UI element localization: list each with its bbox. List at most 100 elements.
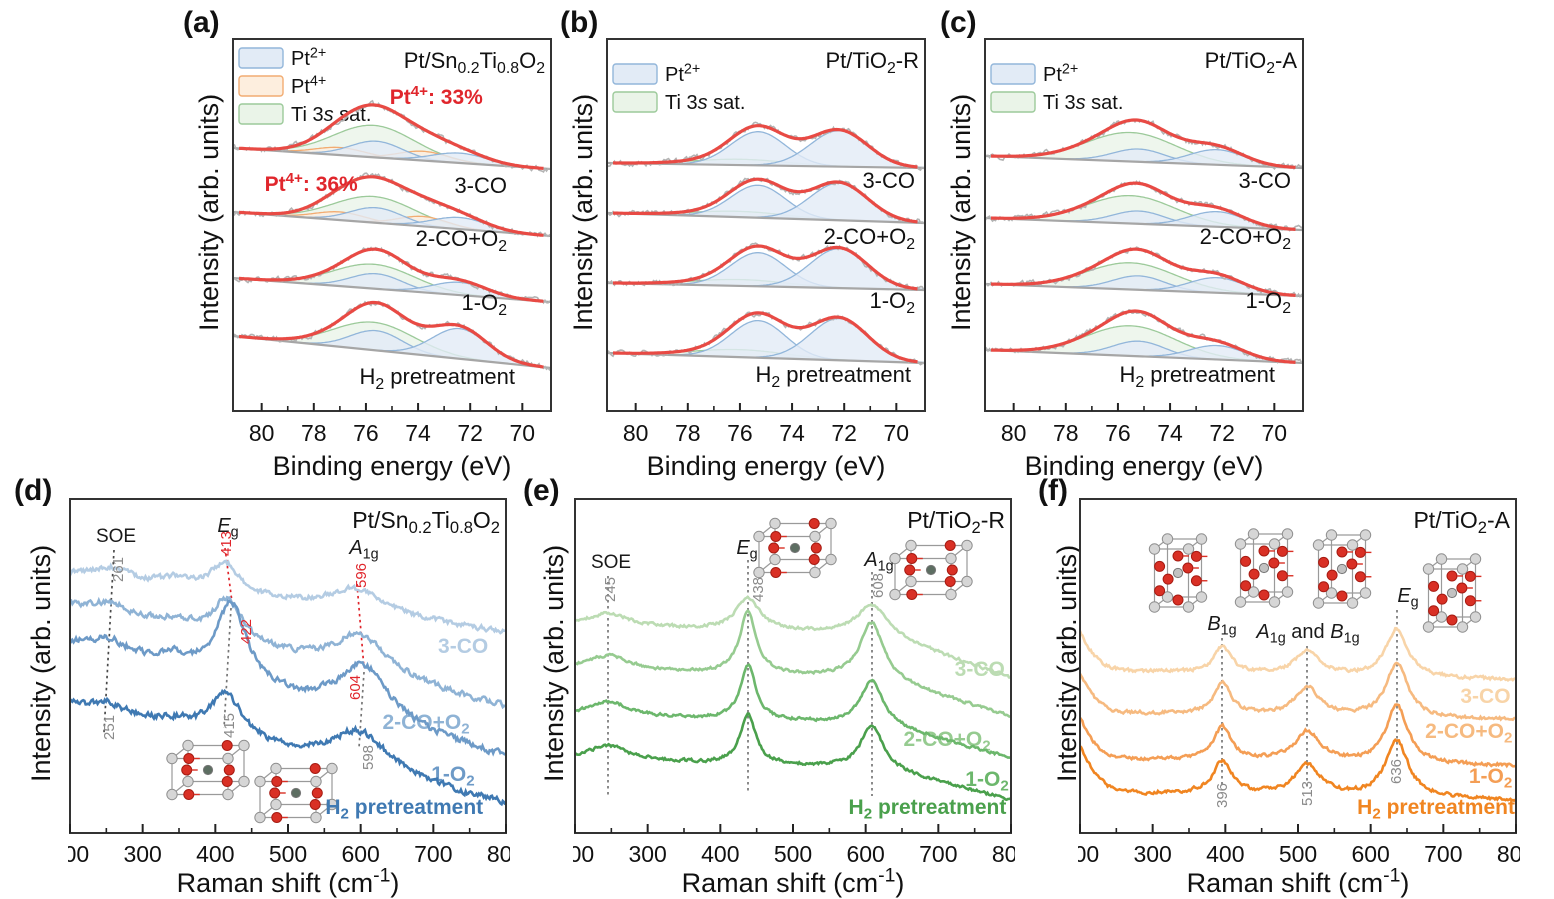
fit-envelope: [990, 181, 1296, 231]
x-tick-label: 200: [68, 841, 89, 867]
plot-title: Pt/Sn0.2Ti0.8O2: [404, 48, 545, 77]
crystal-structure-inset: [753, 517, 837, 579]
xps-chart-a: 80 78 76 74 72 70 Binding energy (eV) Pt/Sn0.2T…: [232, 38, 552, 481]
panel-d: (d) Intensity (arb. units) 200 300 400 500 6…: [0, 468, 514, 898]
xps-trace: [234, 246, 550, 305]
x-tick-label: 74: [1157, 420, 1183, 446]
crystal-structure-inset: [1234, 528, 1294, 608]
x-axis-label: Raman shift (cm-1): [177, 865, 400, 898]
peak-annotation: Eg: [217, 515, 238, 540]
xps-chart-b: 80 78 76 74 72 70 Binding energy (eV) Pt/TiO2-R…: [606, 38, 926, 481]
x-tick-label: 700: [1424, 841, 1462, 867]
x-tick-label: 300: [123, 841, 161, 867]
peak-annotation: 596: [353, 563, 370, 588]
trace-label: 3-CO: [955, 658, 1005, 681]
y-axis-label-e: Intensity (arb. units): [539, 544, 569, 782]
legend-label: Pt2+: [665, 61, 700, 86]
legend: Pt2+ Pt4+ Ti 3s sat.: [238, 45, 371, 126]
peak-annotation: 608: [870, 573, 887, 598]
trace-label: 2-CO+O2: [416, 226, 507, 255]
x-tick-label: 700: [919, 841, 957, 867]
fit-envelope: [238, 247, 544, 303]
x-tick-label: 500: [269, 841, 307, 867]
x-tick-label: 76: [727, 420, 753, 446]
crystal-structure-inset: [889, 539, 973, 601]
x-tick-label: 300: [628, 841, 666, 867]
plot-title: Pt/TiO2-R: [825, 48, 919, 77]
trace-label: 1-O2: [1246, 288, 1292, 317]
x-tick-label: 72: [457, 420, 483, 446]
x-tick-label: 700: [414, 841, 452, 867]
xps-trace: [608, 176, 924, 225]
xps-trace: [234, 99, 550, 173]
peak-annotation: 415: [221, 713, 238, 738]
legend: Pt2+ Ti 3s sat.: [612, 61, 745, 114]
peak-annotation: 413: [218, 531, 235, 556]
legend-label: Pt2+: [291, 45, 326, 70]
raman-trace: [576, 712, 1010, 802]
x-tick-label: 78: [301, 420, 327, 446]
panel-b: (b) Intensity (arb. units) 80 78 76 74 72 70 B…: [524, 4, 936, 481]
trace-label: H2 pretreatment: [849, 796, 1007, 823]
fit-envelope: [990, 309, 1296, 364]
x-tick-label: 80: [623, 420, 649, 446]
fit-envelope: [613, 244, 918, 291]
x-tick-label: 72: [831, 420, 857, 446]
baseline: [986, 216, 1302, 232]
y-axis-label-a: Intensity (arb. units): [194, 93, 224, 331]
peak-annotation: 261: [110, 557, 127, 582]
panel-tag-e: (e): [523, 474, 560, 507]
trace-label: 1-O2: [1469, 765, 1512, 792]
plot-title: Pt/TiO2-R: [907, 507, 1005, 537]
x-tick-label: 76: [1105, 420, 1131, 446]
raman-trace: [576, 595, 1010, 679]
x-tick-label: 500: [1279, 841, 1317, 867]
trace-label: 3-CO: [1460, 685, 1510, 708]
crystal-structure-inset: [1422, 553, 1482, 633]
xps-trace: [986, 118, 1302, 171]
trace-label: 1-O2: [870, 288, 916, 317]
panel-tag-d: (d): [14, 474, 53, 507]
plot-title: Pt/TiO2-A: [1413, 507, 1510, 537]
x-tick-label: 72: [1209, 420, 1235, 446]
x-tick-label: 80: [249, 420, 275, 446]
plot-title: Pt/TiO2-A: [1205, 48, 1298, 77]
legend: Pt2+ Ti 3s sat.: [990, 61, 1123, 114]
panel-e: (e) Intensity (arb. units) 200 300 400 500 6…: [505, 468, 1019, 898]
xps-trace: [608, 310, 924, 366]
x-tick-label: 200: [573, 841, 594, 867]
panel-a: (a) Intensity (arb. units) 80 78 76 74 72 70 B…: [150, 4, 562, 481]
panel-f: (f) Intensity (arb. units) 2003004005006…: [1010, 468, 1524, 898]
peak-annotation: SOE: [96, 526, 136, 547]
baseline: [234, 146, 550, 171]
trace-label: 1-O2: [965, 768, 1008, 795]
peak-annotation: B1g: [1207, 613, 1236, 638]
baseline: [234, 276, 550, 304]
raman-trace: [71, 598, 505, 757]
x-tick-label: 74: [779, 420, 805, 446]
peak-annotation: 636: [1388, 759, 1405, 784]
legend-label: Ti 3s sat.: [291, 104, 371, 126]
baseline: [986, 154, 1302, 170]
baseline: [234, 210, 550, 238]
y-axis-label-b: Intensity (arb. units): [568, 93, 598, 331]
x-tick-label: 74: [405, 420, 431, 446]
peak-annotation: 438: [750, 577, 767, 602]
x-axis-label: Binding energy (eV): [647, 451, 886, 481]
peak-annotation: A1g: [348, 537, 378, 562]
panel-tag-a: (a): [183, 6, 220, 39]
legend-label: Pt2+: [1043, 61, 1078, 86]
peak-guide-line: [356, 583, 365, 669]
x-tick-label: 800: [487, 841, 510, 867]
x-tick-label: 70: [884, 420, 910, 446]
fit-envelope: [990, 247, 1296, 297]
peak-annotation: 604: [347, 675, 364, 700]
panel-c: (c) Intensity (arb. units) 80 78 76 74 72 70 B…: [902, 4, 1314, 481]
xps-trace: [608, 121, 924, 172]
pt4-percentage-annotation: Pt4+: 36%: [265, 170, 358, 196]
panel-tag-c: (c): [940, 6, 977, 39]
legend-label: Ti 3s sat.: [1043, 92, 1123, 114]
plot-title: Pt/Sn0.2Ti0.8O2: [352, 507, 500, 537]
baseline: [986, 348, 1302, 365]
trace-label: 1-O2: [431, 763, 474, 790]
